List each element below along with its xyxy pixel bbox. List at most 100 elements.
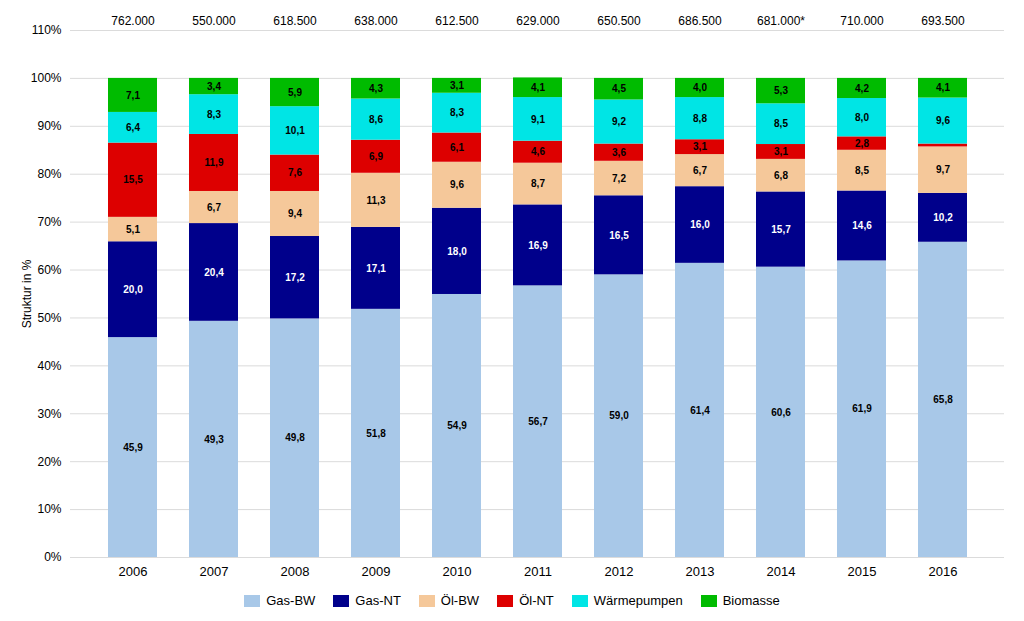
svg-text:65,8: 65,8 (933, 394, 953, 405)
svg-text:618.500: 618.500 (273, 14, 317, 28)
svg-text:710.000: 710.000 (840, 14, 884, 28)
svg-text:9,7: 9,7 (936, 164, 950, 175)
svg-text:4,3: 4,3 (369, 83, 383, 94)
svg-text:20,4: 20,4 (204, 267, 224, 278)
svg-text:4,0: 4,0 (693, 82, 707, 93)
svg-text:9,4: 9,4 (288, 208, 302, 219)
svg-text:4,5: 4,5 (612, 83, 626, 94)
svg-text:2006: 2006 (119, 564, 148, 579)
svg-text:70%: 70% (37, 215, 61, 229)
svg-text:9,6: 9,6 (936, 115, 950, 126)
svg-text:6,8: 6,8 (774, 170, 788, 181)
svg-text:638.000: 638.000 (354, 14, 398, 28)
svg-text:693.500: 693.500 (921, 14, 965, 28)
svg-text:629.000: 629.000 (516, 14, 560, 28)
svg-text:8,5: 8,5 (774, 118, 788, 129)
svg-text:0%: 0% (44, 550, 62, 564)
svg-text:Struktur in %: Struktur in % (20, 259, 34, 328)
svg-text:3,1: 3,1 (450, 80, 464, 91)
svg-text:11,9: 11,9 (205, 157, 224, 168)
svg-text:16,9: 16,9 (528, 240, 548, 251)
svg-text:56,7: 56,7 (528, 416, 548, 427)
svg-text:5,3: 5,3 (774, 85, 788, 96)
svg-text:7,6: 7,6 (288, 167, 302, 178)
svg-text:20%: 20% (37, 455, 61, 469)
svg-text:2013: 2013 (686, 564, 715, 579)
svg-text:54,9: 54,9 (447, 420, 467, 431)
svg-text:8,8: 8,8 (693, 113, 707, 124)
svg-text:3,1: 3,1 (693, 141, 707, 152)
svg-text:51,8: 51,8 (366, 428, 386, 439)
svg-text:17,2: 17,2 (285, 272, 305, 283)
svg-text:8,5: 8,5 (855, 165, 869, 176)
svg-text:5,9: 5,9 (288, 87, 302, 98)
svg-text:30%: 30% (37, 407, 61, 421)
svg-text:10%: 10% (37, 502, 61, 516)
svg-text:10,2: 10,2 (933, 212, 953, 223)
svg-text:17,1: 17,1 (366, 263, 386, 274)
svg-text:11,3: 11,3 (367, 195, 386, 206)
svg-text:2009: 2009 (362, 564, 391, 579)
svg-text:6,7: 6,7 (207, 202, 221, 213)
svg-text:8,6: 8,6 (369, 114, 383, 125)
svg-text:110%: 110% (32, 23, 62, 37)
svg-text:49,8: 49,8 (285, 432, 305, 443)
svg-text:100%: 100% (31, 71, 62, 85)
svg-text:686.500: 686.500 (678, 14, 722, 28)
svg-text:6,1: 6,1 (450, 142, 464, 153)
svg-text:4,1: 4,1 (936, 82, 950, 93)
svg-text:15,5: 15,5 (123, 174, 143, 185)
svg-text:90%: 90% (37, 119, 61, 133)
svg-text:6,4: 6,4 (126, 122, 140, 133)
svg-text:60,6: 60,6 (771, 407, 791, 418)
svg-text:7,1: 7,1 (126, 90, 140, 101)
svg-text:20,0: 20,0 (123, 284, 143, 295)
svg-text:15,7: 15,7 (771, 224, 791, 235)
svg-text:2016: 2016 (929, 564, 958, 579)
svg-text:2015: 2015 (848, 564, 877, 579)
svg-text:61,4: 61,4 (690, 405, 710, 416)
svg-text:60%: 60% (37, 263, 61, 277)
svg-text:61,9: 61,9 (852, 403, 872, 414)
svg-text:18,0: 18,0 (447, 246, 467, 257)
svg-text:2014: 2014 (767, 564, 796, 579)
svg-text:650.500: 650.500 (597, 14, 641, 28)
svg-text:7,2: 7,2 (612, 173, 626, 184)
svg-text:2012: 2012 (605, 564, 634, 579)
svg-text:4,1: 4,1 (531, 82, 545, 93)
svg-text:681.000*: 681.000* (757, 14, 805, 28)
svg-text:8,7: 8,7 (531, 178, 545, 189)
svg-text:550.000: 550.000 (192, 14, 236, 28)
svg-text:4,2: 4,2 (855, 83, 869, 94)
svg-text:6,7: 6,7 (693, 165, 707, 176)
svg-text:762.000: 762.000 (111, 14, 155, 28)
svg-text:612.500: 612.500 (435, 14, 479, 28)
svg-text:8,0: 8,0 (855, 112, 869, 123)
svg-text:49,3: 49,3 (204, 434, 224, 445)
svg-text:8,3: 8,3 (207, 109, 221, 120)
svg-text:5,1: 5,1 (126, 224, 140, 235)
svg-text:40%: 40% (37, 359, 61, 373)
svg-text:16,0: 16,0 (690, 219, 710, 230)
svg-text:3,6: 3,6 (612, 147, 626, 158)
svg-text:2,8: 2,8 (855, 138, 869, 149)
svg-text:3,4: 3,4 (207, 81, 221, 92)
svg-text:2007: 2007 (200, 564, 229, 579)
svg-text:80%: 80% (37, 167, 61, 181)
svg-text:10,1: 10,1 (285, 125, 305, 136)
svg-text:14,6: 14,6 (852, 220, 872, 231)
svg-text:2010: 2010 (443, 564, 472, 579)
svg-text:59,0: 59,0 (609, 410, 629, 421)
svg-text:4,6: 4,6 (531, 146, 545, 157)
svg-text:9,2: 9,2 (612, 116, 626, 127)
svg-text:2011: 2011 (524, 564, 552, 579)
svg-text:45,9: 45,9 (123, 442, 143, 453)
svg-text:6,9: 6,9 (369, 151, 383, 162)
svg-text:9,6: 9,6 (450, 179, 464, 190)
svg-text:8,3: 8,3 (450, 107, 464, 118)
svg-text:9,1: 9,1 (531, 114, 545, 125)
svg-text:16,5: 16,5 (609, 230, 629, 241)
svg-text:2008: 2008 (281, 564, 310, 579)
svg-text:50%: 50% (37, 311, 61, 325)
svg-text:3,1: 3,1 (774, 146, 788, 157)
